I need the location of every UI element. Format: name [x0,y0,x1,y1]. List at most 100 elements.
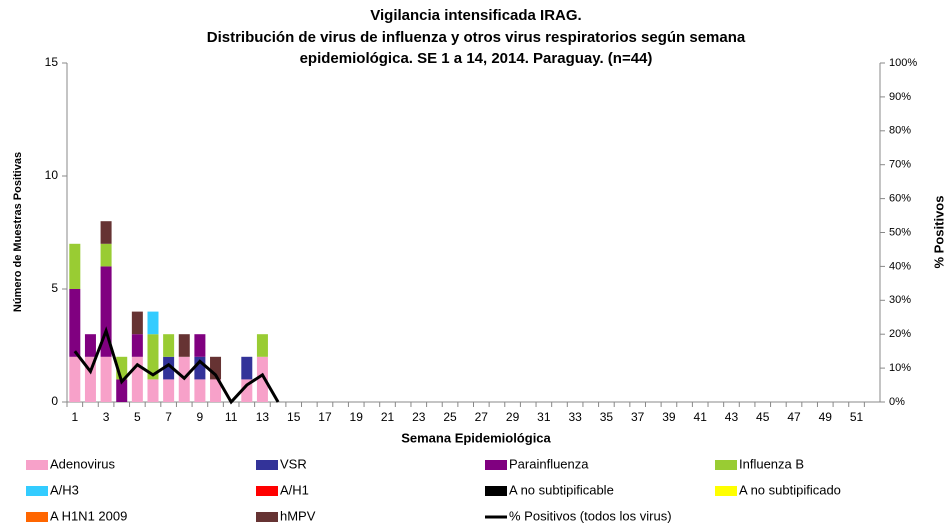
bar-segment [100,356,112,402]
x-tick-label: 29 [506,410,520,424]
y2-tick-label: 90% [889,91,911,103]
bar-segment [69,243,81,289]
x-tick-label: 25 [443,410,457,424]
bar-segment [131,311,143,335]
legend-label: Parainfluenza [509,456,589,471]
x-tick-label: 45 [756,410,770,424]
x-tick-label: 39 [662,410,676,424]
x-tick-label: 13 [256,410,270,424]
y2-tick-label: 20% [889,328,911,340]
x-tick-label: 47 [787,410,801,424]
x-tick-label: 31 [537,410,551,424]
x-tick-label: 41 [694,410,708,424]
legend-label: VSR [280,456,307,471]
legend-swatch [485,486,507,496]
x-tick-label: 11 [225,410,238,424]
x-tick-label: 3 [103,410,110,424]
legend-swatch [26,486,48,496]
bar-segment [69,356,81,402]
x-tick-label: 43 [725,410,739,424]
x-tick-label: 23 [412,410,426,424]
y2-tick-label: 100% [889,57,917,69]
bar-segment [84,334,96,357]
bar-segment [69,289,81,357]
legend-label: A/H3 [50,482,79,497]
legend-swatch [715,460,737,470]
y2-tick-label: 40% [889,260,911,272]
legend-swatch [715,486,737,496]
x-tick-label: 27 [475,410,489,424]
bar-segment [241,356,253,380]
legend-label: % Positivos (todos los virus) [509,508,672,523]
y2-tick-label: 0% [889,396,905,408]
legend-label: A no subtipificado [739,482,841,497]
y2-tick-label: 80% [889,125,911,137]
x-tick-label: 51 [850,410,864,424]
bar-segment [256,356,268,402]
y-tick-label: 15 [45,55,59,69]
bar-segment [163,379,175,402]
bar-segment [84,356,96,402]
y-axis-label: Número de Muestras Positivas [12,152,24,312]
bar-segment [100,243,112,267]
legend-swatch [485,460,507,470]
bar-segment [210,379,222,402]
x-tick-label: 35 [600,410,614,424]
chart-title: Distribución de virus de influenza y otr… [207,29,746,46]
y2-tick-label: 70% [889,159,911,171]
legend-label: Adenovirus [50,456,116,471]
x-tick-label: 7 [165,410,172,424]
x-tick-label: 37 [631,410,645,424]
bar-segment [131,334,143,357]
y2-tick-label: 10% [889,362,911,374]
x-tick-label: 49 [819,410,833,424]
x-tick-label: 5 [134,410,141,424]
y2-tick-label: 50% [889,226,911,238]
legend-swatch [256,460,278,470]
bar-segment [194,334,206,357]
legend-label: A no subtipificable [509,482,614,497]
x-tick-label: 9 [197,410,204,424]
y2-axis-label: % Positivos [931,196,946,269]
bar-segment [210,356,222,380]
bar-segment [147,334,159,380]
x-tick-label: 15 [287,410,301,424]
bar-segment [147,311,159,335]
x-tick-label: 33 [568,410,582,424]
legend-label: Influenza B [739,456,804,471]
bar-segment [178,334,190,357]
legend-label: A H1N1 2009 [50,508,127,523]
legend-swatch [256,512,278,522]
bar-segment [100,221,112,244]
bar-segment [241,379,253,402]
x-tick-label: 17 [318,410,332,424]
bar-segment [194,379,206,402]
y-tick-label: 5 [51,281,58,295]
bar-segment [163,334,175,357]
bar-segment [194,356,206,380]
bar-segment [116,379,128,402]
line [73,326,280,405]
legend-swatch [256,486,278,496]
legend-label: hMPV [280,508,316,523]
x-tick-label: 1 [71,410,78,424]
bar-segment [116,356,128,380]
chart-title: epidemiológica. SE 1 a 14, 2014. Paragua… [300,50,653,67]
y-tick-label: 10 [45,168,59,182]
y2-tick-label: 30% [889,294,911,306]
legend-swatch [26,460,48,470]
bar-segment [131,356,143,402]
bar-segment [163,356,175,380]
y-tick-label: 0 [51,394,58,408]
x-tick-label: 21 [381,410,395,424]
bar-segment [256,334,268,357]
y2-tick-label: 60% [889,193,911,205]
legend-label: A/H1 [280,482,309,497]
bar-segment [147,379,159,402]
x-axis-label: Semana Epidemiológica [401,430,551,445]
x-tick-label: 19 [350,410,364,424]
chart-title: Vigilancia intensificada IRAG. [370,7,581,24]
bar-segment [100,266,112,357]
legend-swatch [26,512,48,522]
